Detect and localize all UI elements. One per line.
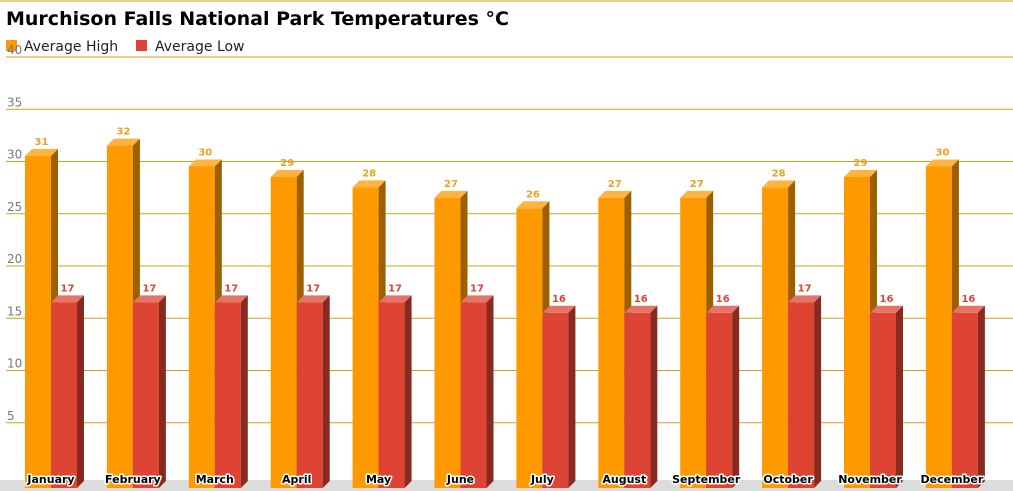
bar-low — [132, 295, 166, 488]
data-label: 27 — [608, 179, 622, 190]
chart-title: Murchison Falls National Park Temperatur… — [6, 8, 509, 30]
bar-high — [352, 180, 386, 488]
x-category-label: September — [672, 473, 741, 486]
data-label: 16 — [634, 294, 648, 305]
bar-low — [706, 305, 740, 488]
y-tick-label: 5 — [7, 409, 15, 423]
legend: Average High Average Low — [6, 39, 245, 55]
data-label: 29 — [854, 158, 868, 169]
x-category-label: June — [446, 473, 474, 486]
data-label: 16 — [961, 294, 975, 305]
data-label: 17 — [142, 283, 156, 294]
floor-plane — [0, 480, 1013, 491]
data-label: 31 — [35, 137, 49, 148]
x-category-label: May — [366, 473, 391, 486]
data-label: 17 — [798, 283, 812, 294]
bar-low — [51, 295, 84, 488]
data-label: 30 — [198, 148, 212, 159]
legend-swatch-low — [136, 40, 147, 51]
x-category-label: January — [26, 473, 74, 486]
legend-swatch-high — [6, 40, 17, 51]
bar-high — [188, 159, 222, 488]
legend-label-low: Average Low — [155, 39, 245, 55]
x-category-label: July — [530, 473, 554, 486]
data-label: 26 — [526, 189, 540, 200]
data-label: 27 — [690, 179, 704, 190]
bar-high — [25, 149, 58, 489]
chart-floor — [0, 480, 1013, 491]
bar-low — [378, 295, 412, 488]
y-tick-label: 35 — [7, 95, 22, 109]
data-label: 16 — [716, 294, 730, 305]
y-tick-label: 10 — [7, 357, 22, 371]
bar-low — [788, 295, 822, 488]
legend-label-high: Average High — [24, 39, 118, 55]
bar-low — [870, 305, 903, 488]
data-label: 17 — [306, 283, 320, 294]
bars — [25, 138, 985, 489]
y-tick-label: 25 — [7, 200, 22, 214]
y-tick-label: 40 — [7, 43, 22, 57]
data-label: 17 — [470, 283, 484, 294]
x-category-label: February — [105, 473, 161, 486]
x-category-label: April — [282, 473, 311, 486]
y-tick-label: 30 — [7, 148, 22, 162]
category-labels: January February March April May June July Augu… — [25, 472, 985, 488]
bar-low — [214, 295, 248, 488]
data-label: 17 — [61, 283, 75, 294]
x-category-label: March — [196, 473, 234, 486]
data-label: 30 — [935, 148, 949, 159]
x-category-label: November — [838, 473, 902, 486]
data-label: 28 — [362, 168, 376, 179]
data-label: 29 — [280, 158, 294, 169]
y-axis: 5 10 15 20 25 30 35 40 — [7, 43, 22, 423]
data-label: 27 — [444, 179, 458, 190]
data-label: 32 — [116, 127, 130, 138]
data-label: 28 — [772, 168, 786, 179]
data-label: 17 — [224, 283, 238, 294]
y-tick-label: 15 — [7, 304, 22, 318]
x-category-label: August — [602, 473, 646, 486]
x-category-label: December — [921, 473, 984, 486]
bar-high — [844, 169, 877, 488]
bar-high — [925, 159, 959, 488]
data-label: 16 — [552, 294, 566, 305]
y-tick-label: 20 — [7, 252, 22, 266]
bar-low — [951, 305, 985, 488]
bar-low — [296, 295, 330, 488]
data-label: 16 — [880, 294, 894, 305]
bar-low — [460, 295, 494, 488]
x-category-label: October — [763, 473, 813, 486]
bar-low — [542, 305, 576, 488]
data-label: 17 — [388, 283, 402, 294]
bar-low — [624, 305, 658, 488]
data-labels: 31 17 32 17 30 17 29 17 28 17 27 17 26 16 27 16 27 16 28 17… — [35, 127, 976, 305]
